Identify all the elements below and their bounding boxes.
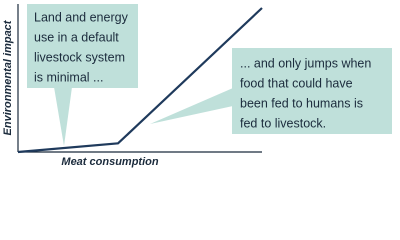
plot-area [17,7,263,154]
annotations: Land and energy use in a default livestock… [27,4,392,146]
page: {"chart_data": { "type": "line", "x_labe… [1,4,392,168]
annotation-text: ... and only jumps when [240,56,371,70]
annotation-text: livestock system [34,50,125,64]
annotation-text: is minimal ... [34,70,103,84]
x-axis-label: Meat consumption [61,156,158,168]
callout-pointer [150,88,233,124]
data-line [17,7,263,154]
chart: Environmental impact Meat consumption La… [2,4,392,168]
annotation-text: fed to livestock. [240,116,326,130]
callout-pointer [54,87,72,146]
callout-box [27,4,138,88]
callout-box [232,48,392,134]
annotation-text: been fed to humans is [240,96,363,110]
annotation-text: Land and energy [34,10,129,24]
annotation-text: food that could have [240,76,353,90]
y-axis-label: Environmental impact [2,19,14,135]
annotation-text: use in a default [34,30,119,44]
